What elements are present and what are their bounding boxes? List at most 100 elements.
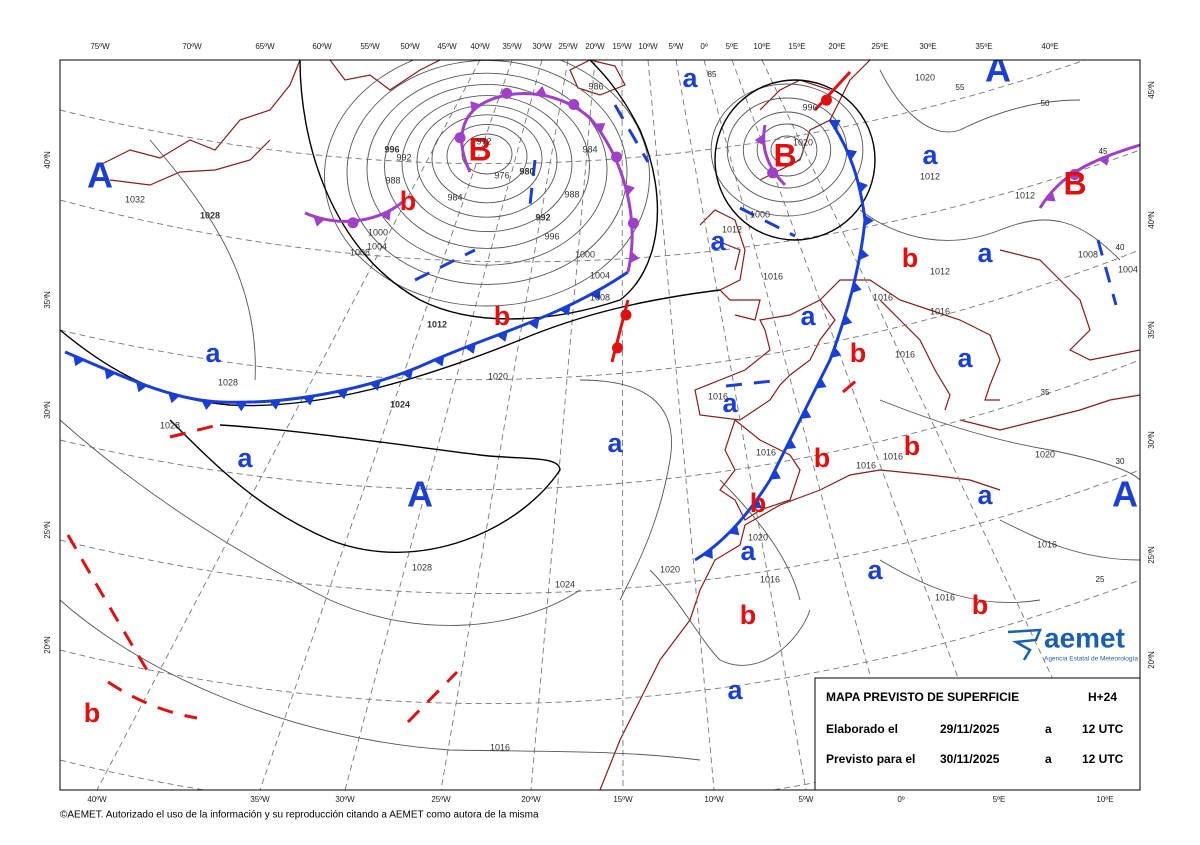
high-center: A [985,49,1011,90]
parallel [60,249,1140,381]
front-semicircle [611,342,623,354]
isobar-label: 1016 [760,574,780,584]
relative-high: a [867,555,883,585]
parallel [60,359,1140,491]
isobar-label: 984 [582,144,597,154]
top-lon-label: 15ºE [788,42,805,51]
isobar [366,72,608,266]
isobar-label: 1028 [412,562,432,572]
isobar-label: 1016 [930,306,950,316]
copyright: ©AEMET. Autorizado el uso de la informac… [60,810,539,821]
isobar-label: 1000 [750,209,770,219]
isobar-label: 1016 [708,391,728,401]
logo: aemet Agencia Estatal de Meteorología [1007,622,1138,663]
top-lon-label: 70ºW [182,42,202,51]
isobar-label: 1000 [575,249,595,259]
isobar-label: 1008 [350,247,370,257]
front-triangle [1098,155,1110,166]
isobar-label: 984 [447,192,462,202]
isobar-label: 1016 [763,271,783,281]
front-triangle [800,408,812,419]
isobar-label: 1024 [555,579,575,589]
relative-high: a [205,338,221,368]
isobar-label: 996 [802,102,817,112]
front-semicircle [620,309,632,321]
isobar-label: 988 [564,189,579,199]
meridian [621,60,624,790]
top-lon-label: 50ºW [400,42,420,51]
relative-low: b [904,431,921,461]
isobar-label: 992 [535,212,550,222]
isobar-label: 1020 [748,532,768,542]
front-semicircle [347,217,359,229]
isobar-label: 1004 [590,270,610,280]
front-semicircle [627,217,639,229]
top-lon-label: 60ºW [312,42,332,51]
isobar-label: 992 [396,152,411,162]
grid-label: 85 [708,70,717,79]
relative-low: b [494,301,511,331]
top-lon-label: 75ºW [90,42,110,51]
low-center: B [773,137,796,173]
top-lon-label: 0º [700,42,707,51]
parallel [60,60,1087,164]
right-lat-label: 40ºN [1147,211,1156,229]
right-lat-label: 45ºN [1147,81,1156,99]
top-lon-label: 40ºW [470,42,490,51]
relative-high: a [237,443,253,473]
front-triangle [269,400,282,410]
info-cell: 29/11/2025 [940,722,1000,736]
relative-low: b [750,488,767,518]
isobar [742,111,832,189]
logo-subtitle: Agencia Estatal de Meteorología [1044,656,1138,663]
isobar-label: 1012 [427,319,447,329]
front-triangle [857,181,868,193]
relative-high: a [722,388,738,418]
trough-front [107,680,198,720]
grid-label: 35 [1041,388,1050,397]
relative-low: b [972,590,989,620]
grid-label: 30 [1116,457,1125,466]
front-triangle [702,548,713,559]
top-lon-label: 55ºW [360,42,380,51]
high-center: A [407,474,433,515]
top-lon-label: 25ºW [558,42,578,51]
isobar-label: 976 [494,170,509,180]
isobar-label: 1016 [1037,539,1057,549]
isobar-label: 1024 [390,399,410,409]
relative-low: b [740,600,757,630]
relative-low: b [850,338,867,368]
isobar-label: 1020 [915,72,935,82]
isobar-label: 1016 [883,451,903,461]
top-lon-label: 20ºW [585,42,605,51]
warm-front [813,70,852,112]
isobar-label: 996 [544,231,559,241]
right-lat-label: 25ºN [1147,546,1156,564]
front-semicircle [820,94,832,106]
isobar-label: 1004 [1118,264,1138,274]
high-center: A [1112,474,1138,515]
front-semicircle [568,98,580,110]
front-triangle [401,369,414,380]
relative-high: a [922,140,938,170]
meridian [703,60,902,790]
logo-name: aemet [1044,622,1125,653]
front-triangle [73,355,85,367]
isobar-label: 1016 [490,742,510,752]
left-lat-label: 25ºN [43,521,52,539]
meridian [440,60,569,790]
bottom-lon-label: 35ºW [250,795,270,804]
isobar-label: 1020 [660,564,680,574]
front-triangle [168,392,180,404]
relative-high: a [740,536,756,566]
grid-label: 40 [1116,243,1125,252]
isobar [710,83,864,217]
meridian [259,60,513,790]
isobar [384,83,590,249]
isobars [60,60,1140,761]
occluded-front [762,124,787,187]
info-rows: Elaborado el 29/11/2025 a 12 UTC Previsto pa… [826,722,1124,766]
isobar-label: 1016 [895,349,915,359]
front-triangle [336,389,349,400]
